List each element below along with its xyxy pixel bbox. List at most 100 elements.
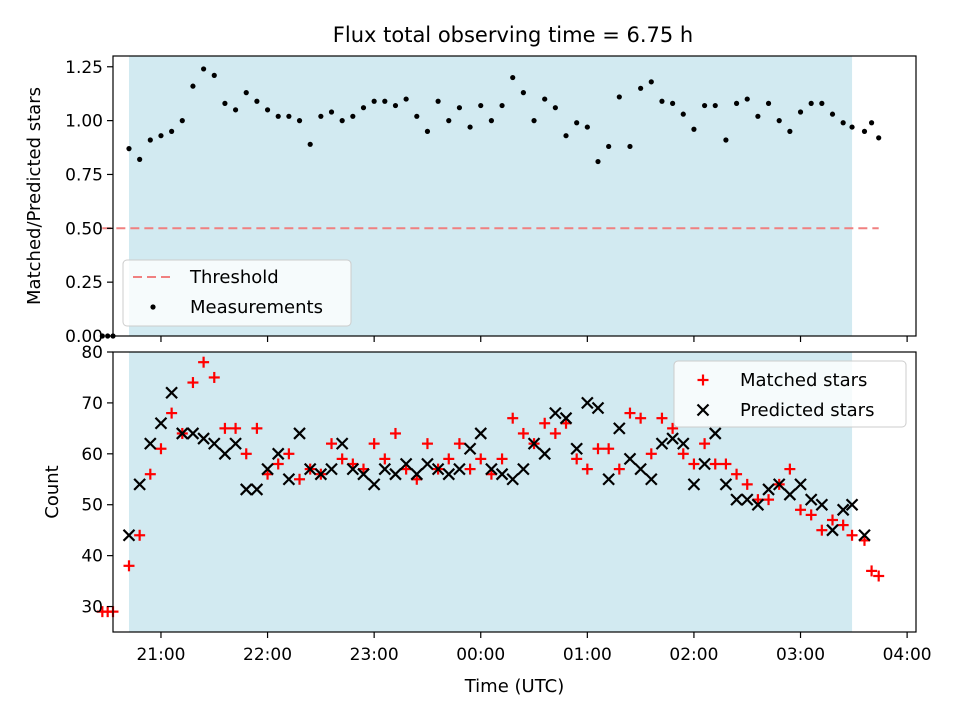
legend-matched-marker [697, 374, 709, 386]
measurement-point [435, 98, 441, 104]
measurement-point [318, 113, 324, 119]
predicted-point [303, 462, 317, 476]
predicted-point [485, 462, 498, 476]
matched-point [581, 463, 593, 475]
measurement-point [403, 96, 409, 102]
predicted-point [815, 498, 829, 512]
predicted-point [602, 472, 615, 486]
predicted-point [495, 467, 509, 481]
predicted-point [613, 422, 626, 435]
predicted-point [229, 437, 242, 450]
measurement-point [840, 120, 846, 126]
measurement-point [849, 124, 855, 130]
matched-point [827, 514, 839, 526]
measurement-point [211, 72, 217, 78]
measurement-points [99, 66, 882, 339]
ratio-y-ticks: 0.00 0.25 0.50 0.75 1.00 1.25 [65, 58, 113, 347]
predicted-point [506, 472, 520, 486]
measurement-point [446, 118, 452, 124]
matched-point [507, 412, 519, 424]
measurement-point [232, 107, 239, 113]
matched-point [496, 453, 508, 465]
predicted-point [740, 493, 754, 506]
x-tick-label: 03:00 [776, 645, 825, 665]
count-axes-frame [112, 351, 917, 633]
matched-point [208, 371, 220, 383]
ratio-y-tick-label: 1.25 [65, 58, 103, 78]
count-y-tick-label: 70 [81, 394, 103, 414]
predicted-point [367, 478, 381, 491]
matched-point [368, 438, 380, 450]
matched-point [219, 422, 231, 434]
measurement-point [638, 85, 644, 91]
predicted-point [751, 498, 765, 512]
measurement-point [542, 96, 548, 102]
measurement-point [659, 98, 665, 104]
ratio-y-axis-label: Matched/Predicted stars [24, 87, 45, 305]
measurement-point [307, 141, 313, 147]
predicted-point [804, 493, 818, 506]
measurement-point [488, 118, 495, 124]
measurement-point [616, 94, 622, 100]
measurement-point [574, 120, 580, 126]
matched-point [816, 524, 828, 536]
measurement-point [201, 66, 207, 72]
predicted-point [517, 462, 530, 476]
ratio-y-tick-label: 0.00 [65, 327, 103, 347]
predicted-point [421, 457, 434, 471]
count-x-ticks: 21:00 22:00 23:00 00:00 01:00 02:00 03:00 04:00 [136, 632, 932, 665]
measurement-point [147, 137, 153, 143]
measurement-point [670, 100, 676, 106]
measurement-point [392, 102, 399, 109]
count-legend: Matched stars Predicted stars [673, 360, 907, 428]
measurement-point [126, 146, 132, 152]
matched-point [688, 458, 700, 470]
ratio-y-tick-label: 0.25 [65, 273, 103, 293]
predicted-point [186, 427, 200, 440]
predicted-point [549, 406, 562, 420]
measurement-point [371, 98, 377, 104]
ratio-x-ticks [160, 336, 908, 342]
count-y-tick-label: 40 [81, 547, 103, 567]
x-tick-label: 04:00 [883, 645, 932, 665]
measurement-point [808, 100, 814, 106]
x-axis-label: Time (UTC) [464, 676, 565, 697]
measurement-point [190, 83, 196, 89]
matched-point [795, 504, 807, 516]
count-points [96, 356, 885, 618]
predicted-point [133, 478, 146, 491]
predicted-point [463, 442, 477, 456]
measurement-point [99, 333, 105, 339]
matched-point [846, 529, 858, 541]
count-y-tick-label: 30 [81, 598, 103, 618]
measurement-point [787, 128, 793, 134]
matched-point [709, 458, 721, 470]
ratio-axes-frame [112, 55, 917, 337]
predicted-point [325, 462, 338, 476]
legend-measurements-swatch [150, 304, 156, 310]
measurement-point [179, 118, 185, 124]
matched-point [592, 443, 604, 455]
matched-point [198, 356, 210, 368]
matched-point [699, 438, 711, 450]
matched-point [603, 443, 615, 455]
matched-point [155, 443, 167, 455]
matched-point [240, 448, 252, 460]
measurement-point [296, 118, 303, 124]
matched-point [134, 529, 146, 541]
matched-point [144, 468, 156, 480]
measurement-point [478, 102, 484, 109]
measurement-point [776, 118, 782, 124]
legend-predicted-label: Predicted stars [740, 400, 874, 421]
measurement-point [158, 133, 164, 139]
matched-point [805, 509, 817, 521]
measurement-point [520, 90, 526, 96]
measurement-point [876, 135, 882, 141]
measurement-point [531, 118, 537, 124]
matched-point [635, 412, 647, 424]
x-tick-label: 23:00 [350, 645, 399, 665]
x-tick-label: 02:00 [669, 645, 718, 665]
measurement-point [595, 158, 601, 165]
count-y-tick-label: 60 [81, 445, 103, 465]
